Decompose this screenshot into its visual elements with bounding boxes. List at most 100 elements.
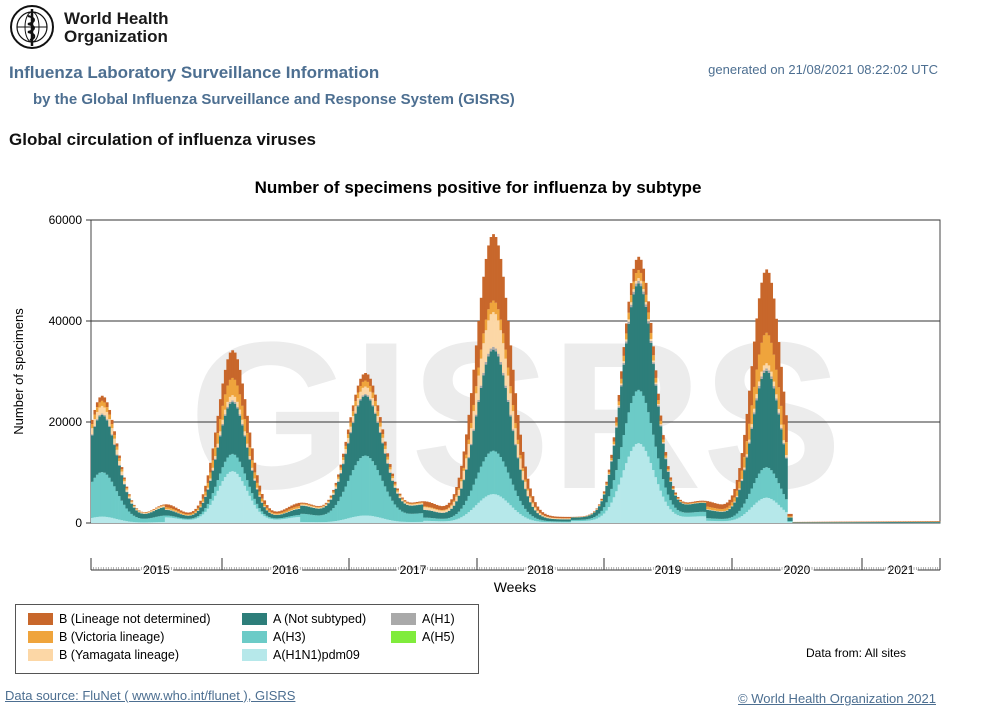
area-segment (386, 491, 390, 520)
area-segment (206, 489, 210, 504)
area-segment (233, 471, 237, 523)
area-segment (152, 511, 156, 518)
area-segment (452, 505, 456, 516)
area-segment (494, 494, 498, 523)
area-segment (201, 501, 205, 503)
area-segment (701, 511, 705, 517)
area-segment (767, 372, 771, 468)
area-segment (290, 508, 294, 511)
area-segment (659, 420, 663, 425)
area-segment (450, 517, 454, 521)
area-segment (676, 499, 680, 510)
area-segment (196, 510, 200, 511)
area-segment (226, 408, 230, 458)
area-segment (300, 503, 303, 505)
data-source-link[interactable]: Data source: FluNet ( www.who.int/flunet… (5, 688, 296, 703)
area-segment (250, 493, 254, 501)
area-segment (484, 364, 488, 457)
area-segment (617, 394, 621, 402)
area-segment (745, 413, 749, 442)
area-segment (445, 509, 449, 510)
area-segment (782, 444, 786, 495)
area-segment (327, 503, 331, 513)
area-segment (526, 511, 530, 519)
area-segment (703, 500, 707, 502)
area-segment (767, 370, 771, 373)
area-segment (612, 437, 616, 442)
area-segment (332, 521, 335, 523)
area-segment (255, 508, 259, 523)
area-segment (334, 488, 338, 505)
area-segment (531, 506, 535, 517)
area-segment (179, 512, 183, 514)
area-segment (349, 433, 353, 476)
area-segment (147, 518, 151, 523)
area-segment (841, 522, 845, 523)
area-segment (401, 521, 404, 523)
area-segment (263, 504, 267, 507)
legend-swatch (242, 631, 267, 643)
area-segment (637, 280, 641, 284)
area-segment (265, 509, 269, 511)
area-segment (447, 517, 451, 521)
area-segment (241, 383, 244, 406)
area-segment (669, 509, 673, 523)
area-segment (322, 507, 326, 515)
area-segment (649, 322, 653, 333)
area-segment (91, 435, 94, 482)
area-segment (602, 494, 606, 508)
area-segment (428, 506, 431, 508)
area-segment (278, 511, 281, 514)
area-segment (647, 301, 650, 313)
area-segment (716, 518, 719, 522)
area-segment (743, 503, 746, 515)
area-segment (437, 518, 441, 522)
area-segment (408, 505, 412, 514)
area-segment (735, 490, 739, 496)
area-segment (344, 486, 348, 519)
area-segment (610, 458, 614, 461)
area-segment (784, 457, 788, 459)
area-segment (605, 485, 609, 503)
area-segment (130, 500, 134, 502)
area-segment (189, 518, 193, 520)
area-segment (467, 414, 471, 440)
area-segment (885, 522, 889, 523)
area-segment (172, 510, 176, 512)
area-segment (652, 470, 655, 523)
area-segment (789, 521, 793, 523)
area-segment (423, 509, 427, 518)
area-segment (364, 380, 367, 387)
area-segment (615, 417, 618, 423)
area-segment (762, 370, 766, 373)
area-segment (95, 407, 99, 412)
area-segment (164, 515, 168, 518)
area-segment (297, 508, 301, 515)
area-segment (617, 407, 621, 459)
area-segment (632, 289, 636, 292)
area-segment (696, 500, 700, 503)
area-segment (698, 511, 702, 517)
area-segment (546, 517, 550, 519)
area-segment (455, 501, 459, 514)
area-segment (583, 519, 586, 521)
area-segment (526, 478, 530, 489)
area-segment (223, 461, 227, 478)
area-segment (157, 508, 161, 517)
area-segment (435, 509, 439, 510)
area-segment (423, 506, 427, 508)
area-segment (752, 412, 756, 415)
area-segment (514, 490, 518, 511)
area-segment (418, 521, 422, 523)
area-segment (91, 419, 94, 425)
area-segment (740, 478, 744, 481)
area-segment (612, 444, 616, 446)
area-segment (177, 518, 180, 523)
copyright-link[interactable]: © World Health Organization 2021 (738, 691, 936, 706)
area-segment (137, 518, 141, 523)
area-segment (236, 457, 239, 474)
area-segment (314, 515, 318, 523)
area-segment (775, 400, 778, 479)
area-segment (273, 511, 276, 514)
area-segment (669, 500, 673, 510)
